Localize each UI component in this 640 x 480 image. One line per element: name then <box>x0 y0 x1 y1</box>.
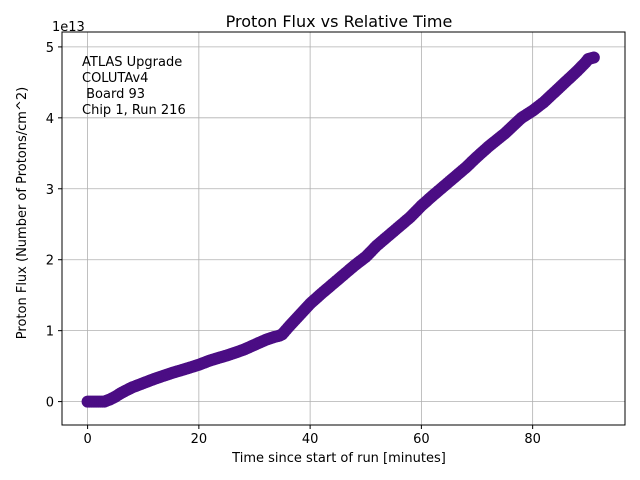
plot-background <box>62 32 625 425</box>
plot-area <box>62 32 625 425</box>
y-axis-ticks: 0 1 2 3 4 5 <box>46 41 62 411</box>
x-tick-label: 80 <box>524 432 541 447</box>
run-annotation: ATLAS Upgrade COLUTAv4 Board 93 Chip 1, … <box>82 55 186 118</box>
y-tick-label: 4 <box>46 112 54 127</box>
data-series <box>81 51 600 408</box>
x-axis-label: Time since start of run [minutes] <box>231 451 446 466</box>
data-point <box>587 51 600 64</box>
y-tick-label: 2 <box>46 254 54 269</box>
x-tick-label: 40 <box>302 432 319 447</box>
x-tick-label: 0 <box>83 432 91 447</box>
annotation-line-1: ATLAS Upgrade <box>82 55 182 70</box>
y-tick-label: 0 <box>46 396 54 411</box>
y-axis-offset-text: 1e13 <box>52 20 85 35</box>
x-tick-label: 20 <box>191 432 208 447</box>
axes-border <box>61 31 626 426</box>
chart-title: Proton Flux vs Relative Time <box>226 12 453 31</box>
x-tick-label: 60 <box>413 432 430 447</box>
annotation-line-3: Board 93 <box>82 87 145 102</box>
x-axis-ticks: 0 20 40 60 80 <box>83 425 541 447</box>
y-tick-label: 5 <box>46 41 54 56</box>
y-tick-label: 1 <box>46 325 54 340</box>
axes-frame <box>61 31 626 426</box>
annotation-line-4: Chip 1, Run 216 <box>82 103 186 118</box>
y-tick-label: 3 <box>46 183 54 198</box>
y-axis-label: Proton Flux (Number of Protons/cm^2) <box>15 87 30 339</box>
annotation-line-2: COLUTAv4 <box>82 71 148 86</box>
